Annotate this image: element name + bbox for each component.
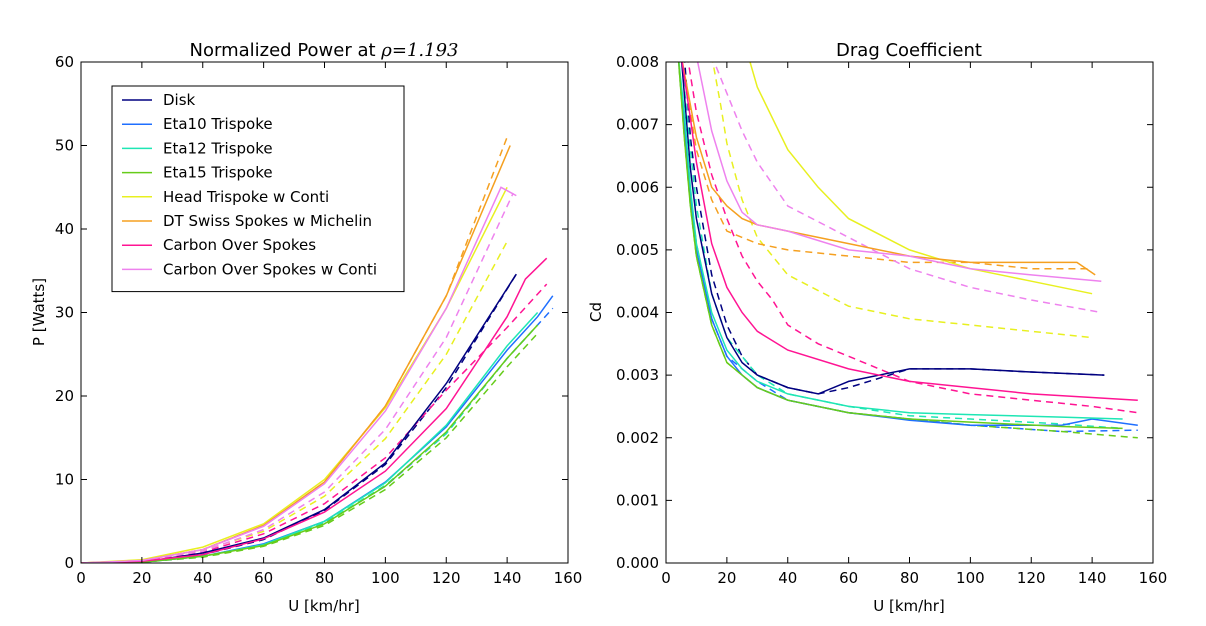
- power-chart-title-math: ρ=1.193: [380, 40, 458, 61]
- power-x-axis-label: U [km/hr]: [288, 597, 359, 615]
- power-x-tick-label: 80: [315, 569, 334, 587]
- drag-chart: Drag Coefficient 0 20 40 60 80 100 120 140 160 0.…: [587, 40, 1167, 615]
- drag-x-tick-label: 0: [661, 569, 671, 587]
- drag-y-tick-label: 0.000: [616, 554, 659, 572]
- power-y-tick-label: 60: [55, 53, 74, 71]
- drag-line-head-trispoke-w-conti: [749, 62, 1093, 295]
- power-legend-label: Disk: [163, 91, 196, 109]
- power-x-tick-label: 100: [371, 569, 400, 587]
- power-legend-label: DT Swiss Spokes w Michelin: [163, 212, 372, 230]
- drag-line-carbon-over-spokes-w-conti: [696, 62, 1102, 282]
- power-y-axis-label: P [Watts]: [30, 278, 48, 346]
- drag-line-dt-swiss-spokes-w-michelin: [681, 62, 1096, 276]
- power-x-tick-label: 60: [254, 569, 273, 587]
- drag-line-eta12-trispoke: [678, 62, 1123, 420]
- power-legend-label: Head Trispoke w Conti: [163, 188, 329, 206]
- drag-x-tick-label: 160: [1139, 569, 1168, 587]
- power-chart: Normalized Power at ρ=1.193 0 20 40 60 80 100…: [30, 40, 582, 615]
- drag-line-disk: [680, 62, 1105, 395]
- power-dashed-line-8: [81, 192, 514, 563]
- drag-y-tick-label: 0.005: [616, 241, 659, 259]
- power-legend-box: [111, 85, 405, 293]
- power-x-tick-label: 40: [193, 569, 212, 587]
- power-legend-label: Carbon Over Spokes w Conti: [163, 260, 377, 278]
- drag-axes-frame: [665, 61, 1154, 564]
- drag-dashed-line-6: [681, 62, 1093, 270]
- power-line-eta15-trispoke: [81, 324, 539, 563]
- drag-x-tick-label: 60: [839, 569, 858, 587]
- drag-dashed-line-1: [684, 62, 1105, 395]
- drag-dashed-line-3: [681, 62, 1123, 430]
- drag-y-tick-label: 0.004: [616, 304, 659, 322]
- drag-x-tick-label: 140: [1078, 569, 1107, 587]
- power-legend-label: Eta15 Trispoke: [163, 164, 273, 182]
- power-x-tick-label: 20: [132, 569, 151, 587]
- drag-chart-title: Drag Coefficient: [836, 40, 982, 61]
- power-legend-label: Eta10 Trispoke: [163, 115, 273, 133]
- drag-dashed-line-2: [678, 62, 1138, 433]
- power-legend-label: Eta12 Trispoke: [163, 139, 273, 157]
- drag-dashed-line-8: [713, 62, 1102, 314]
- drag-y-tick-label: 0.008: [616, 53, 659, 71]
- power-y-tick-label: 20: [55, 387, 74, 405]
- power-y-tick-label: 40: [55, 220, 74, 238]
- power-series-group: [81, 136, 554, 563]
- drag-y-tick-label: 0.001: [616, 491, 659, 509]
- drag-dashed-line-5: [712, 62, 1093, 339]
- power-dashed-line-4: [81, 332, 539, 563]
- power-legend-label: Carbon Over Spokes: [163, 236, 316, 254]
- drag-dashed-line-7: [687, 62, 1138, 414]
- drag-y-tick-label: 0.007: [616, 116, 659, 134]
- power-x-tick-label: 140: [493, 569, 522, 587]
- power-line-carbon-over-spokes: [81, 257, 548, 563]
- power-y-tick-label: 10: [55, 471, 74, 489]
- drag-y-tick-label: 0.002: [616, 429, 659, 447]
- drag-x-tick-label: 100: [956, 569, 985, 587]
- drag-x-tick-label: 120: [1017, 569, 1046, 587]
- drag-line-carbon-over-spokes: [681, 62, 1138, 401]
- power-y-tick-label: 0: [64, 554, 74, 572]
- power-dashed-line-5: [81, 241, 508, 563]
- power-x-tick-label: 160: [554, 569, 583, 587]
- power-y-tick-label: 30: [55, 304, 74, 322]
- power-dashed-line-7: [81, 283, 548, 563]
- drag-y-tick-label: 0.003: [616, 366, 659, 384]
- drag-y-axis-label: Cd: [587, 302, 605, 322]
- drag-series-group: [677, 62, 1138, 439]
- power-x-tick-label: 0: [76, 569, 86, 587]
- drag-x-tick-label: 80: [900, 569, 919, 587]
- power-legend: Disk Eta10 Trispoke Eta12 Trispoke Eta15 Tr…: [111, 85, 405, 293]
- drag-y-tick-label: 0.006: [616, 178, 659, 196]
- power-plot-area: 0 20 40 60 80 100 120 140 160 0 10 20 30 40 50 60: [55, 53, 582, 587]
- power-y-tick-label: 50: [55, 137, 74, 155]
- power-chart-title-text: Normalized Power at: [190, 40, 382, 61]
- power-chart-title: Normalized Power at ρ=1.193: [190, 40, 459, 61]
- drag-line-eta15-trispoke: [677, 62, 1123, 430]
- power-line-eta10-trispoke: [81, 295, 554, 563]
- drag-x-tick-label: 20: [717, 569, 736, 587]
- drag-plot-area: 0 20 40 60 80 100 120 140 160 0.000 0.001 0.002 0.00…: [616, 53, 1167, 587]
- drag-x-tick-label: 40: [778, 569, 797, 587]
- drag-x-axis-label: U [km/hr]: [873, 597, 944, 615]
- power-x-tick-label: 120: [432, 569, 461, 587]
- power-line-carbon-over-spokes-w-conti: [81, 186, 517, 563]
